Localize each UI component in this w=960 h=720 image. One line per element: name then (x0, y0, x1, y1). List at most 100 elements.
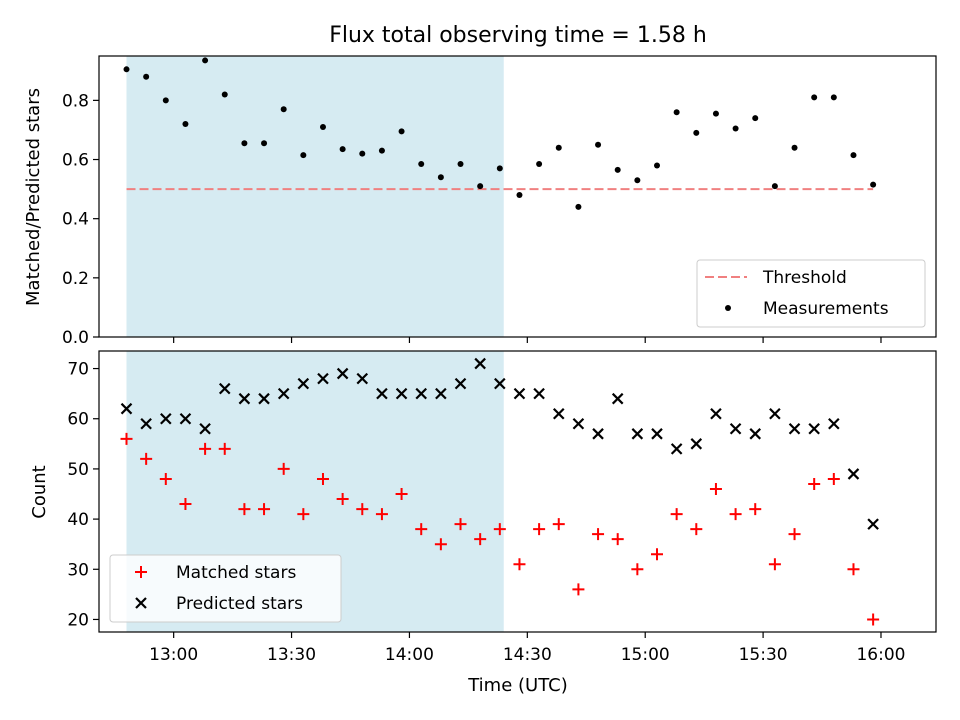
matched-stars-point (258, 503, 271, 516)
legend-matched-swatch (135, 566, 147, 578)
measurement-point (673, 109, 680, 116)
measurement-point (791, 144, 798, 151)
predicted-stars-point (867, 518, 879, 530)
predicted-stars-point (258, 392, 270, 405)
measurement-point (339, 146, 346, 153)
measurement-point (280, 106, 287, 113)
predicted-stars-point (179, 412, 192, 425)
measurement-point (162, 97, 169, 104)
bottom-y-tick-label: 60 (67, 410, 89, 430)
matched-stars-point (808, 477, 821, 490)
bottom-y-tick-label: 50 (67, 460, 89, 480)
legend-label: Matched stars (176, 563, 296, 583)
matched-stars-point (218, 442, 231, 455)
predicted-stars-point (297, 377, 310, 390)
measurement-point (654, 162, 660, 169)
matched-stars-point (493, 523, 506, 536)
top-shaded-region (126, 56, 504, 337)
bottom-legend: Matched stars Predicted stars (109, 554, 342, 623)
measurement-point (221, 91, 228, 98)
top-y-axis-label: Matched/Predicted stars (23, 88, 44, 306)
legend-label: Predicted stars (176, 594, 303, 614)
predicted-stars-point (238, 392, 251, 405)
measurement-point (555, 144, 562, 151)
matched-stars-point (729, 508, 742, 521)
matched-stars-point (631, 563, 644, 576)
predicted-stars-point (317, 372, 329, 385)
predicted-stars-point (631, 428, 644, 440)
matched-stars-point (395, 488, 408, 501)
matched-stars-point (238, 503, 251, 516)
predicted-stars-point (277, 387, 290, 400)
bottom-y-tick-label: 40 (67, 510, 89, 530)
predicted-stars-point (572, 417, 585, 430)
measurement-point (634, 177, 641, 184)
measurement-point (261, 140, 268, 147)
x-tick-label: 14:00 (385, 645, 434, 665)
chart-title: Flux total observing time = 1.58 h (329, 23, 707, 48)
predicted-stars-point (454, 377, 467, 390)
top-legend: Threshold Measurements (696, 259, 926, 328)
measurement-point (143, 73, 150, 80)
predicted-stars-point (828, 417, 840, 430)
predicted-stars-point (474, 357, 486, 370)
matched-stars-point (670, 508, 683, 521)
measurement-point (752, 115, 759, 122)
matched-stars-point (140, 452, 153, 465)
matched-stars-point (375, 508, 388, 521)
measurement-point (123, 66, 130, 73)
legend-label: Threshold (762, 268, 847, 288)
matched-stars-point (336, 493, 349, 506)
measurement-point (712, 110, 719, 117)
measurement-point (536, 160, 543, 167)
matched-stars-point (199, 442, 212, 455)
top-y-tick-label: 0.6 (62, 151, 89, 171)
measurement-point (182, 121, 189, 128)
matched-stars-point (297, 508, 310, 521)
measurement-point (418, 160, 425, 167)
matched-stars-point (847, 563, 860, 576)
predicted-stars-point (729, 422, 742, 435)
predicted-stars-point (651, 428, 663, 440)
matched-stars-point (611, 533, 624, 546)
predicted-stars-point (120, 402, 133, 415)
predicted-stars-point (749, 428, 762, 440)
predicted-stars-point (670, 443, 683, 455)
measurement-point (732, 125, 739, 132)
matched-stars-point (179, 498, 192, 511)
predicted-stars-point (336, 367, 349, 380)
measurement-point (614, 166, 621, 173)
measurement-point (771, 183, 778, 190)
matched-stars-point (867, 613, 880, 626)
matched-stars-point (749, 503, 762, 516)
matched-stars-point (709, 482, 722, 495)
bottom-panel: Count Time (UTC) 20 30 40 50 60 70 13:00 13:30 1… (29, 350, 937, 696)
legend-label: Measurements (763, 299, 889, 319)
measurement-point (457, 160, 464, 167)
predicted-stars-point (395, 387, 408, 400)
matched-stars-point (592, 528, 605, 541)
bottom-y-tick-label: 30 (67, 560, 89, 580)
bottom-y-tick-label: 70 (67, 360, 89, 380)
bottom-x-axis-label: Time (UTC) (467, 675, 568, 696)
predicted-stars-point (552, 407, 565, 420)
predicted-stars-point (808, 422, 820, 435)
legend-box (696, 259, 926, 328)
legend-predicted-swatch (135, 597, 147, 609)
predicted-stars-point (710, 407, 722, 420)
predicted-stars-point (356, 372, 369, 385)
matched-stars-point (316, 472, 329, 485)
measurement-point (693, 129, 700, 136)
matched-stars-point (690, 523, 703, 536)
predicted-stars-point (218, 382, 231, 395)
top-y-tick-label: 0.4 (62, 210, 89, 230)
measurement-point (202, 57, 209, 64)
matched-stars-point (434, 538, 447, 551)
predicted-stars-point (847, 468, 860, 480)
matched-stars-point (552, 518, 565, 531)
measurement-point (870, 181, 877, 188)
measurement-point (300, 152, 307, 159)
predicted-stars-point (788, 422, 801, 435)
measurement-point (398, 128, 405, 135)
